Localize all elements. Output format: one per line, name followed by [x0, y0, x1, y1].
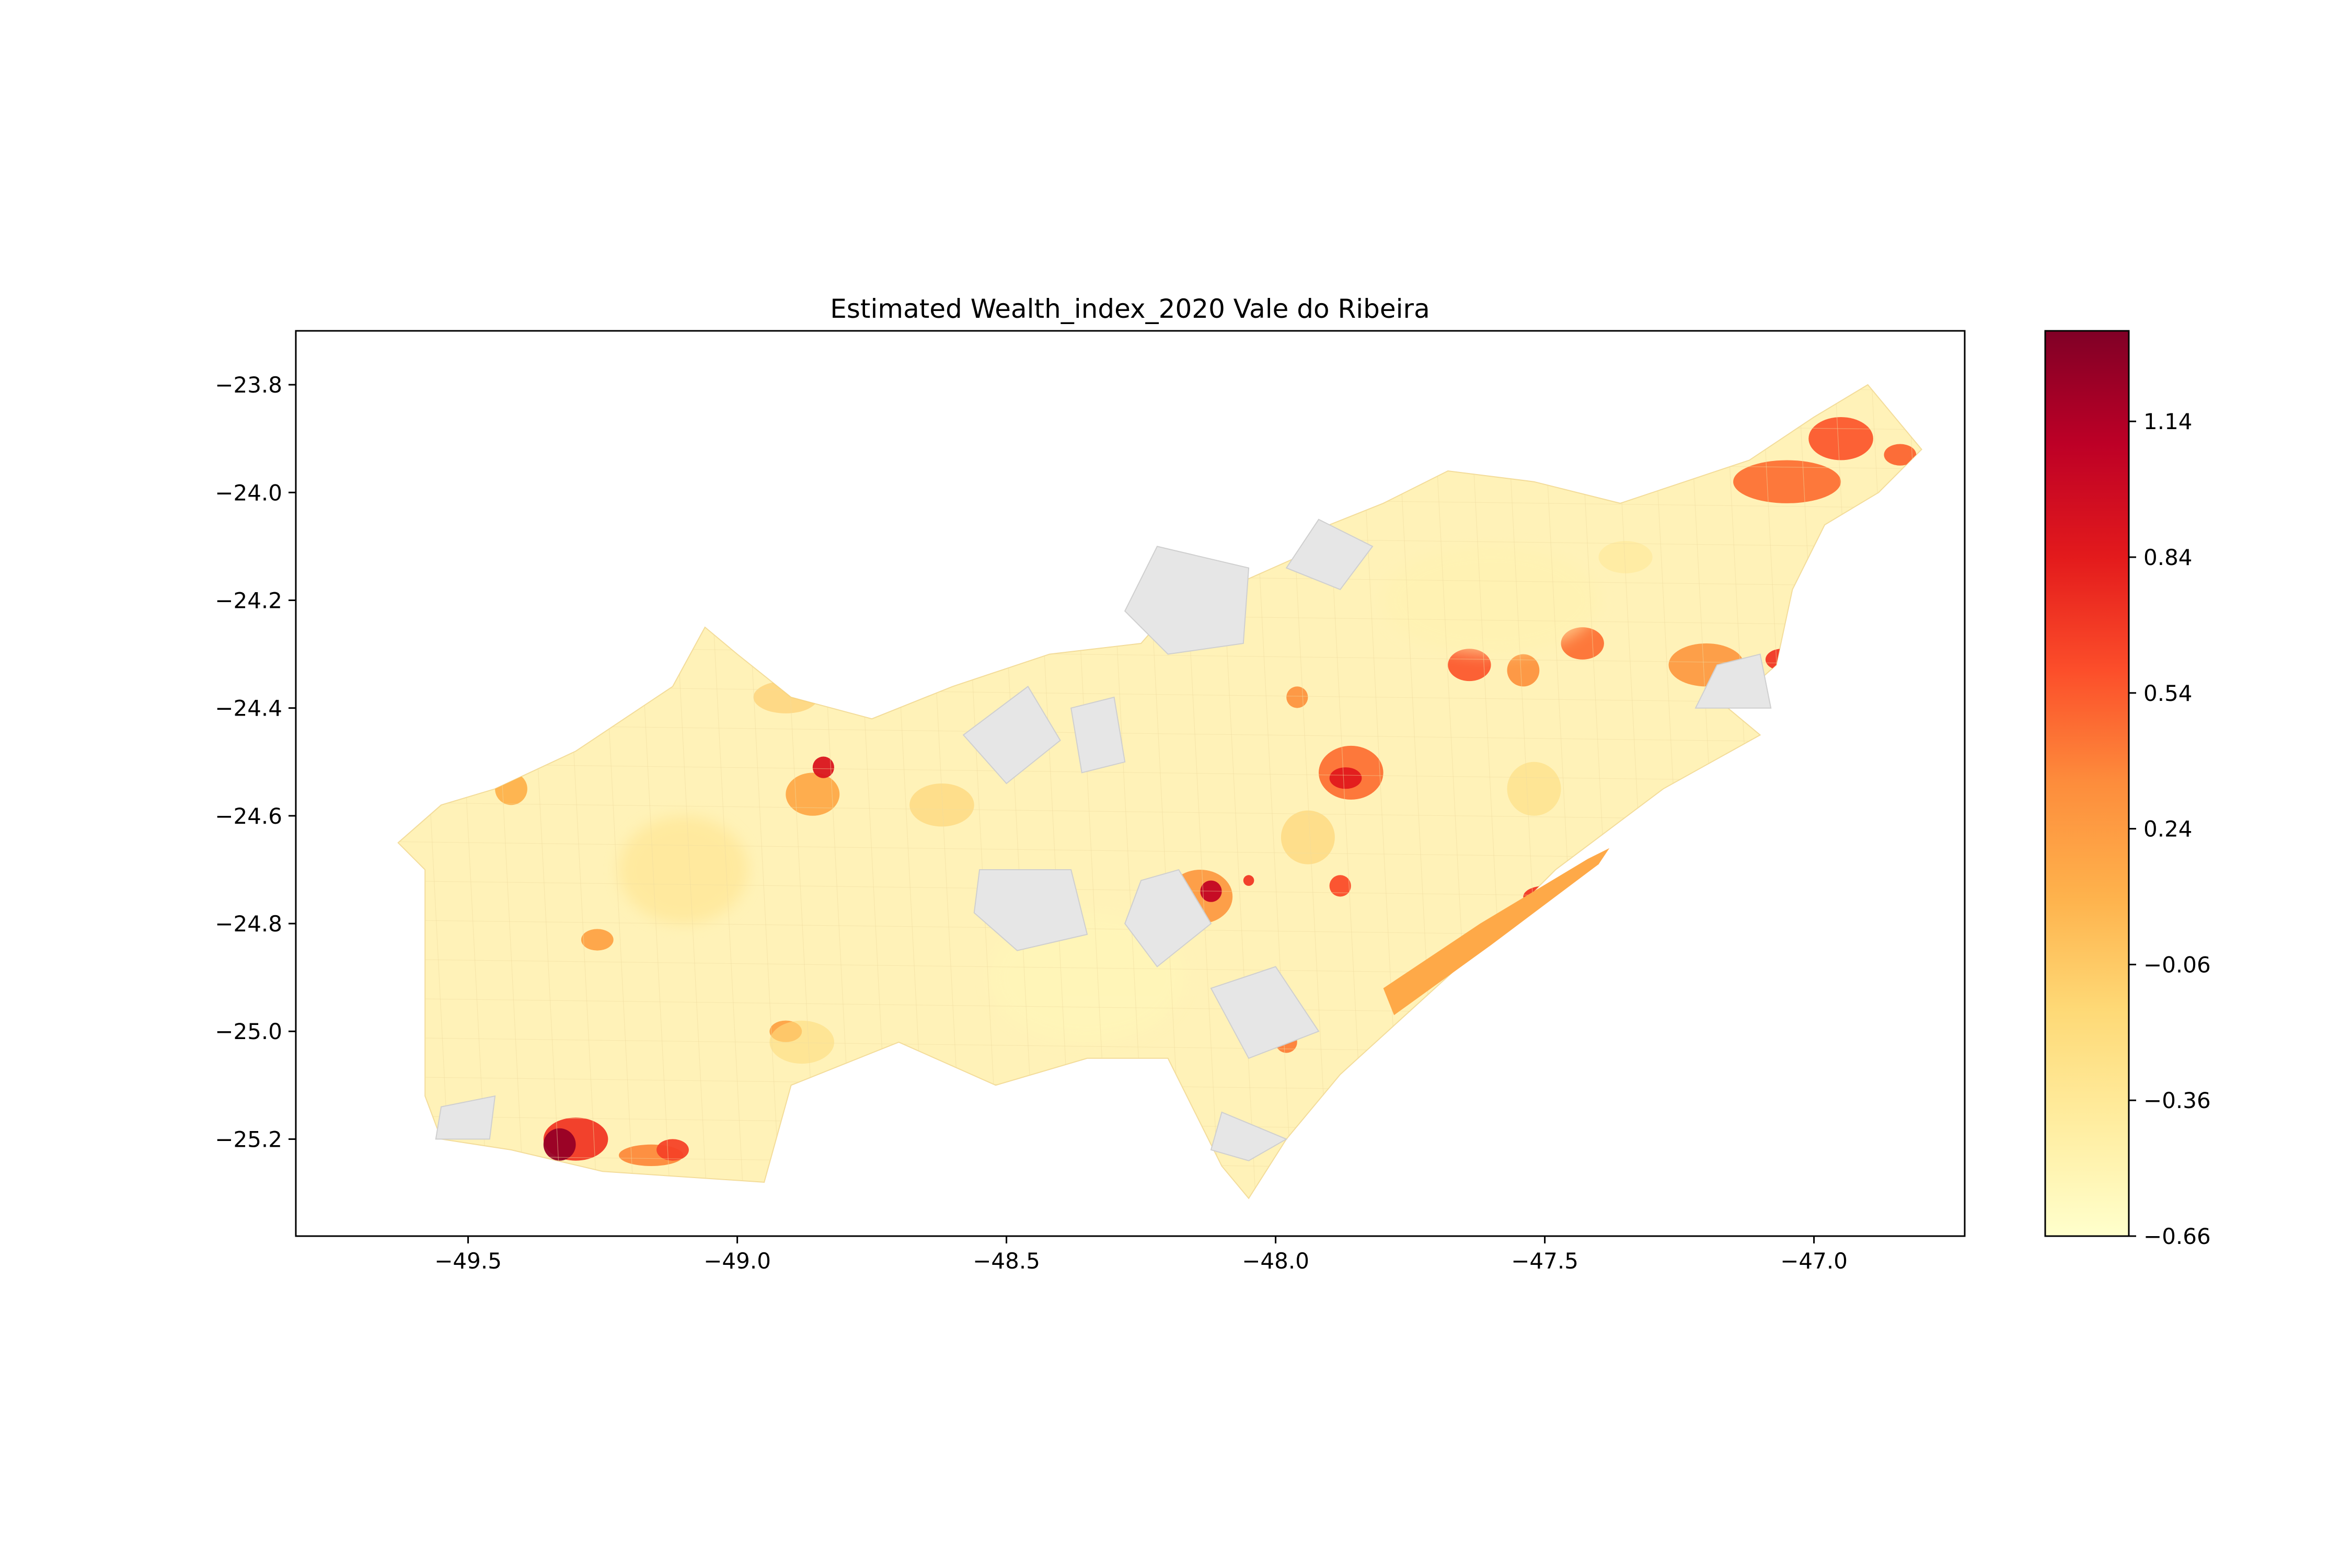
- wealth-patch: [812, 756, 834, 778]
- map-axes: −49.5 −49.0 −48.5 −48.0 −47.5 −47.0 −23.8 −24.…: [215, 330, 1966, 1274]
- wealth-patch: [1286, 686, 1308, 708]
- wealth-patch: [1507, 762, 1561, 816]
- x-tick-label: −48.5: [973, 1248, 1040, 1274]
- no-data-area: [1070, 696, 1126, 774]
- x-tick-label: −47.0: [1780, 1248, 1848, 1274]
- colorbar: −0.66 −0.36 −0.06 0.24 0.54 0.84 1.14: [2044, 330, 2211, 1249]
- wealth-patch: [1281, 810, 1335, 864]
- wealth-patch: [1329, 767, 1362, 789]
- wealth-patch: [1765, 649, 1798, 671]
- wealth-patch: [769, 1020, 834, 1064]
- y-axis: −23.8 −24.0 −24.2 −24.4 −24.6 −24.8 −25.0 −25.2: [215, 372, 296, 1152]
- x-tick-label: −47.5: [1511, 1248, 1578, 1274]
- y-tick-label: −24.6: [215, 803, 282, 829]
- y-tick-label: −25.0: [215, 1019, 282, 1044]
- wealth-patch: [753, 681, 818, 713]
- no-data-area: [1124, 869, 1212, 967]
- y-tick-label: −23.8: [215, 372, 282, 398]
- no-data-area: [1694, 653, 1772, 709]
- wealth-patch: [1292, 444, 1346, 487]
- colorbar-ticks: −0.66 −0.36 −0.06 0.24 0.54 0.84 1.14: [2129, 409, 2211, 1249]
- colorbar-tick-label: 0.84: [2143, 545, 2193, 570]
- colorbar-tick-label: −0.36: [2143, 1088, 2211, 1113]
- wealth-patch: [786, 773, 840, 816]
- wealth-patch: [543, 1128, 576, 1161]
- x-tick-label: −49.5: [434, 1248, 502, 1274]
- map-title: Estimated Wealth_index_2020 Vale do Ribe…: [830, 294, 1429, 324]
- wealth-patch: [1507, 654, 1540, 687]
- wealth-patch: [1383, 546, 1599, 654]
- wealth-patch: [656, 1139, 689, 1161]
- no-data-area: [973, 869, 1088, 951]
- wealth-patch: [495, 773, 527, 805]
- wealth-patch: [1808, 417, 1873, 460]
- x-axis: −49.5 −49.0 −48.5 −48.0 −47.5 −47.0: [434, 1236, 1848, 1274]
- wealth-patch: [1200, 880, 1222, 902]
- colorbar-tick-label: 1.14: [2143, 409, 2193, 434]
- no-data-area: [1285, 518, 1374, 591]
- colorbar-frame: [2044, 330, 2130, 1237]
- y-tick-label: −24.4: [215, 696, 282, 721]
- wealth-patch: [1329, 875, 1351, 897]
- y-tick-label: −25.2: [215, 1126, 282, 1152]
- colorbar-tick-label: 0.24: [2143, 816, 2193, 842]
- colorbar-tick-label: 0.54: [2143, 681, 2193, 706]
- wealth-patch: [909, 783, 974, 827]
- wealth-patch: [581, 929, 614, 951]
- x-tick-label: −49.0: [704, 1248, 771, 1274]
- no-data-area: [1210, 1111, 1288, 1161]
- no-data-area: [1124, 546, 1250, 655]
- y-tick-label: −24.2: [215, 587, 282, 613]
- wealth-patch: [1733, 460, 1841, 503]
- axes-frame: [295, 330, 1966, 1237]
- region-base: [397, 384, 1922, 1200]
- wealth-patch: [619, 815, 748, 924]
- y-tick-label: −24.0: [215, 480, 282, 505]
- no-data-area: [962, 685, 1061, 785]
- no-data-areas: [435, 518, 1772, 1161]
- wealth-patch: [1243, 875, 1254, 886]
- wealth-patch: [1448, 649, 1491, 682]
- y-tick-label: −24.8: [215, 911, 282, 937]
- colorbar-tick-label: −0.66: [2143, 1224, 2211, 1249]
- wealth-patch: [1334, 428, 1411, 482]
- no-data-area: [1210, 966, 1320, 1059]
- x-tick-label: −48.0: [1242, 1248, 1309, 1274]
- coastal-strip: [1383, 848, 1610, 1016]
- colorbar-gradient: [2045, 331, 2129, 1236]
- no-data-area: [435, 1095, 496, 1140]
- wealth-patch: [1884, 444, 1917, 466]
- colorbar-tick-label: −0.06: [2143, 952, 2211, 977]
- wealth-patch: [1598, 541, 1653, 573]
